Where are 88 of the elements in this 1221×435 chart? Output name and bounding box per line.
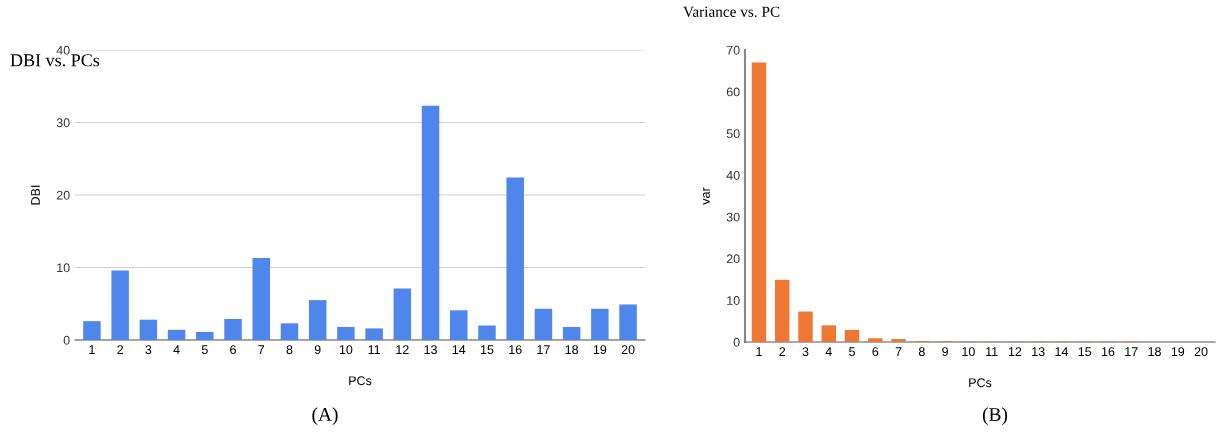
x-tick-label: 4 xyxy=(825,347,832,356)
bar xyxy=(619,304,637,340)
x-tick-label: 20 xyxy=(1194,347,1208,357)
x-axis-title: PCs xyxy=(349,376,372,386)
bar xyxy=(506,177,524,340)
x-tick-label: 4 xyxy=(173,345,180,354)
y-tick-label: 30 xyxy=(56,118,70,128)
bar xyxy=(308,300,327,340)
x-tick-label: 15 xyxy=(1078,347,1092,357)
x-tick-label: 17 xyxy=(1125,347,1138,356)
x-tick-label: 19 xyxy=(1171,347,1185,357)
x-tick-label: 11 xyxy=(986,347,998,356)
bar xyxy=(252,258,270,340)
y-tick-label: 30 xyxy=(726,212,740,222)
y-tick-label: 50 xyxy=(726,129,740,139)
x-tick-label: 15 xyxy=(480,345,494,355)
bar xyxy=(534,308,553,340)
bar xyxy=(83,321,101,340)
x-tick-label: 9 xyxy=(314,345,321,355)
y-axis-title: DBI xyxy=(31,185,40,205)
bar xyxy=(891,339,906,342)
x-tick-label: 13 xyxy=(1032,347,1045,357)
bar xyxy=(337,326,355,340)
x-tick-label: 1 xyxy=(89,345,95,354)
x-tick-label: 17 xyxy=(537,345,550,354)
x-tick-label: 20 xyxy=(621,345,635,355)
y-tick-label: 20 xyxy=(726,254,740,264)
x-tick-label: 5 xyxy=(201,345,208,355)
bar xyxy=(868,338,883,342)
x-tick-label: 12 xyxy=(1008,347,1022,356)
x-tick-label: 13 xyxy=(424,345,437,355)
y-tick-label: 20 xyxy=(56,190,70,200)
x-tick-label: 9 xyxy=(942,347,948,357)
bar xyxy=(798,311,813,342)
x-tick-label: 3 xyxy=(145,345,152,355)
bar xyxy=(196,332,214,340)
x-tick-label: 18 xyxy=(1148,347,1161,357)
x-tick-label: 16 xyxy=(509,345,522,355)
x-tick-label: 14 xyxy=(1055,347,1069,356)
x-tick-label: 6 xyxy=(230,345,236,355)
bar xyxy=(450,310,468,340)
bar xyxy=(821,325,836,342)
y-tick-label: 60 xyxy=(726,87,740,97)
x-tick-label: 1 xyxy=(756,347,762,356)
bar xyxy=(775,279,790,342)
x-tick-label: 2 xyxy=(117,345,123,354)
bar xyxy=(365,328,383,340)
bar xyxy=(844,329,860,342)
bar xyxy=(224,318,242,340)
bar xyxy=(111,270,129,340)
x-tick-label: 3 xyxy=(802,347,809,357)
y-tick-label: 0 xyxy=(63,335,70,345)
bar xyxy=(591,308,609,340)
x-tick-label: 19 xyxy=(593,345,607,355)
text: (A) xyxy=(312,407,338,425)
chart-title: DBI vs. PCs xyxy=(10,54,100,67)
bar xyxy=(167,329,186,340)
x-tick-label: 7 xyxy=(258,345,265,354)
y-tick-label: 40 xyxy=(726,170,740,180)
bar xyxy=(478,325,496,340)
y-tick-label: 10 xyxy=(727,296,740,305)
x-tick-label: 7 xyxy=(895,347,902,356)
x-tick-label: 5 xyxy=(849,347,855,357)
bar xyxy=(139,319,158,340)
x-tick-label: 18 xyxy=(565,345,579,355)
y-axis-title: var xyxy=(703,187,710,205)
bar xyxy=(751,62,767,342)
x-tick-label: 14 xyxy=(452,345,466,354)
bar xyxy=(562,326,581,340)
x-tick-label: 16 xyxy=(1101,347,1115,357)
chart-title: Variance vs. PC xyxy=(683,6,780,17)
text: (B) xyxy=(982,407,1008,425)
y-tick-label: 40 xyxy=(56,45,70,55)
x-axis-title: PCs xyxy=(969,378,992,388)
x-tick-label: 11 xyxy=(368,345,380,354)
x-tick-label: 8 xyxy=(918,347,925,357)
bar xyxy=(280,323,299,340)
y-tick-label: 10 xyxy=(57,263,70,273)
bar xyxy=(393,288,412,340)
x-tick-label: 8 xyxy=(286,345,293,355)
y-tick-label: 0 xyxy=(733,337,740,347)
bar xyxy=(421,105,440,340)
x-tick-label: 12 xyxy=(396,345,409,354)
x-tick-label: 2 xyxy=(779,347,786,356)
x-tick-label: 6 xyxy=(872,347,879,357)
x-tick-label: 10 xyxy=(339,345,353,355)
x-tick-label: 10 xyxy=(962,347,975,357)
y-tick-label: 70 xyxy=(726,45,740,55)
